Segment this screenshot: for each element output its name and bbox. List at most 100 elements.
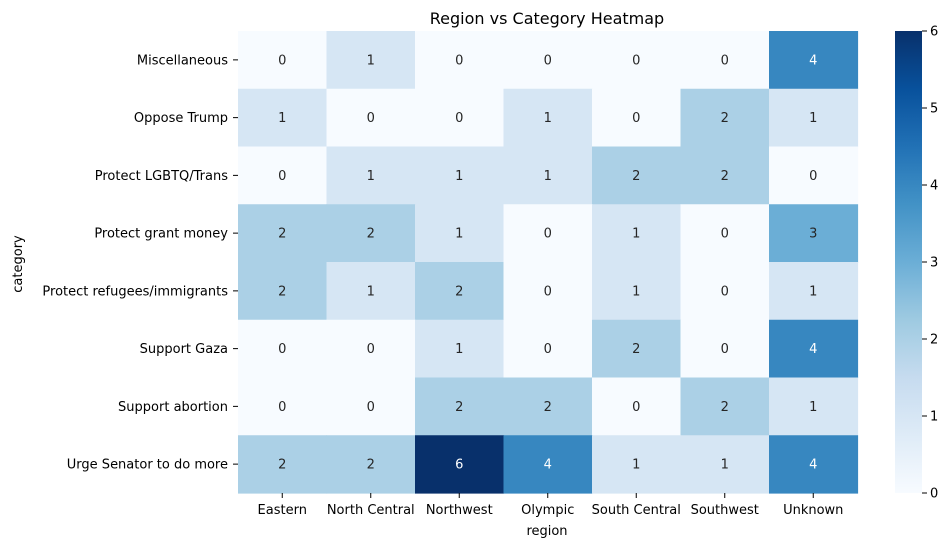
heatmap-cell [503, 146, 593, 205]
heatmap-cell-value: 1 [455, 342, 463, 357]
colorbar-tick-label: 5 [930, 102, 938, 117]
y-tick-label: Oppose Trump [134, 111, 228, 126]
colorbar-tick-label: 2 [930, 333, 938, 348]
heatmap-cell [326, 377, 416, 436]
x-tick-label: Eastern [258, 503, 307, 518]
heatmap-cell [415, 146, 505, 205]
heatmap-cell [238, 319, 328, 379]
heatmap-cell [238, 262, 328, 321]
heatmap-cell [680, 204, 770, 263]
heatmap-cell [415, 262, 505, 321]
x-axis-ticks: Eastern North Central Northwest Olympic Sout… [258, 493, 843, 518]
heatmap-cell [326, 88, 416, 148]
x-tick-label: South Central [592, 503, 681, 518]
heatmap-cell [680, 146, 770, 205]
heatmap-cell-value: 1 [455, 169, 463, 184]
x-tick-label: Olympic [521, 503, 574, 518]
heatmap-cell-value: 0 [632, 111, 640, 126]
heatmap-cells [238, 31, 859, 494]
heatmap-cell-value: 2 [721, 400, 729, 415]
heatmap-cell [680, 319, 770, 379]
heatmap-cell-value: 1 [721, 458, 729, 473]
heatmap-cell-value: 1 [544, 111, 552, 126]
heatmap-cell [503, 377, 593, 436]
y-tick-label: Urge Senator to do more [67, 458, 228, 473]
colorbar-tick-label: 0 [930, 487, 938, 502]
heatmap-cell-value: 2 [367, 227, 375, 242]
heatmap-cell [415, 204, 505, 263]
heatmap-cell-value: 1 [544, 169, 552, 184]
heatmap-cell [680, 88, 770, 148]
heatmap-cell-value: 2 [632, 169, 640, 184]
heatmap-cell-value: 4 [809, 342, 817, 357]
heatmap-cell-value: 1 [632, 284, 640, 299]
heatmap-cell-value: 1 [809, 284, 817, 299]
heatmap-cell [769, 204, 859, 263]
heatmap-cell-value: 1 [809, 400, 817, 415]
heatmap-cell [592, 146, 682, 205]
y-tick-label: Support Gaza [140, 342, 228, 357]
heatmap-cell-value: 2 [721, 111, 729, 126]
heatmap-cell-value: 0 [544, 227, 552, 242]
heatmap-cell [592, 262, 682, 321]
x-axis-label: region [526, 524, 567, 539]
heatmap-cell [415, 435, 505, 494]
heatmap-cell [769, 319, 859, 379]
heatmap-cell [680, 262, 770, 321]
heatmap-cell-value: 1 [367, 169, 375, 184]
y-tick-label: Miscellaneous [137, 53, 228, 68]
heatmap-cell [326, 262, 416, 321]
heatmap-cell-value: 2 [632, 342, 640, 357]
heatmap-cell [592, 377, 682, 436]
heatmap-cell [503, 88, 593, 148]
colorbar-tick-label: 6 [930, 25, 938, 40]
x-tick-label: Unknown [783, 503, 843, 518]
y-tick-label: Protect refugees/immigrants [42, 284, 228, 299]
heatmap-cell [238, 435, 328, 494]
heatmap-cell-value: 3 [809, 227, 817, 242]
heatmap-cell-value: 0 [544, 284, 552, 299]
heatmap-cell [503, 435, 593, 494]
colorbar-gradient [895, 31, 922, 493]
heatmap-cell-value: 0 [544, 53, 552, 68]
heatmap-cell-value: 2 [721, 169, 729, 184]
heatmap-cell [592, 319, 682, 379]
heatmap-cell-value: 0 [809, 169, 817, 184]
colorbar-tick-label: 1 [930, 410, 938, 425]
x-tick-label: North Central [327, 503, 415, 518]
y-tick-label: Protect LGBTQ/Trans [95, 169, 228, 184]
heatmap-cell-value: 1 [809, 111, 817, 126]
heatmap-cell [592, 31, 682, 90]
heatmap-cell-value: 6 [455, 458, 463, 473]
heatmap-cell-value: 2 [278, 458, 286, 473]
heatmap-cell [238, 146, 328, 205]
heatmap-cell-value: 2 [278, 284, 286, 299]
heatmap-cell-value: 0 [721, 227, 729, 242]
y-tick-label: Support abortion [118, 400, 228, 415]
heatmap-cell [503, 204, 593, 263]
heatmap-cell-value: 0 [278, 400, 286, 415]
heatmap-cell [238, 88, 328, 148]
heatmap-cell [769, 435, 859, 494]
heatmap-cell [238, 31, 328, 90]
heatmap-cell-value: 0 [455, 53, 463, 68]
y-axis-ticks: Miscellaneous Oppose Trump Protect LGBTQ/T… [42, 53, 238, 473]
heatmap-cell [326, 31, 416, 90]
heatmap-cell [769, 146, 859, 205]
heatmap-cell-value: 1 [278, 111, 286, 126]
heatmap-cell-value: 0 [367, 400, 375, 415]
heatmap-cell [503, 319, 593, 379]
chart-title: Region vs Category Heatmap [430, 9, 664, 28]
heatmap-cell-value: 0 [544, 342, 552, 357]
heatmap-cell-value: 0 [721, 53, 729, 68]
heatmap-cell-value: 4 [809, 458, 817, 473]
heatmap-cell [415, 319, 505, 379]
heatmap-cell-value: 0 [367, 342, 375, 357]
heatmap-cell [415, 31, 505, 90]
colorbar-tick-label: 4 [930, 179, 938, 194]
heatmap-cell [238, 204, 328, 263]
colorbar: 0 1 2 3 4 5 6 [895, 25, 938, 502]
heatmap-cell-value: 0 [278, 53, 286, 68]
